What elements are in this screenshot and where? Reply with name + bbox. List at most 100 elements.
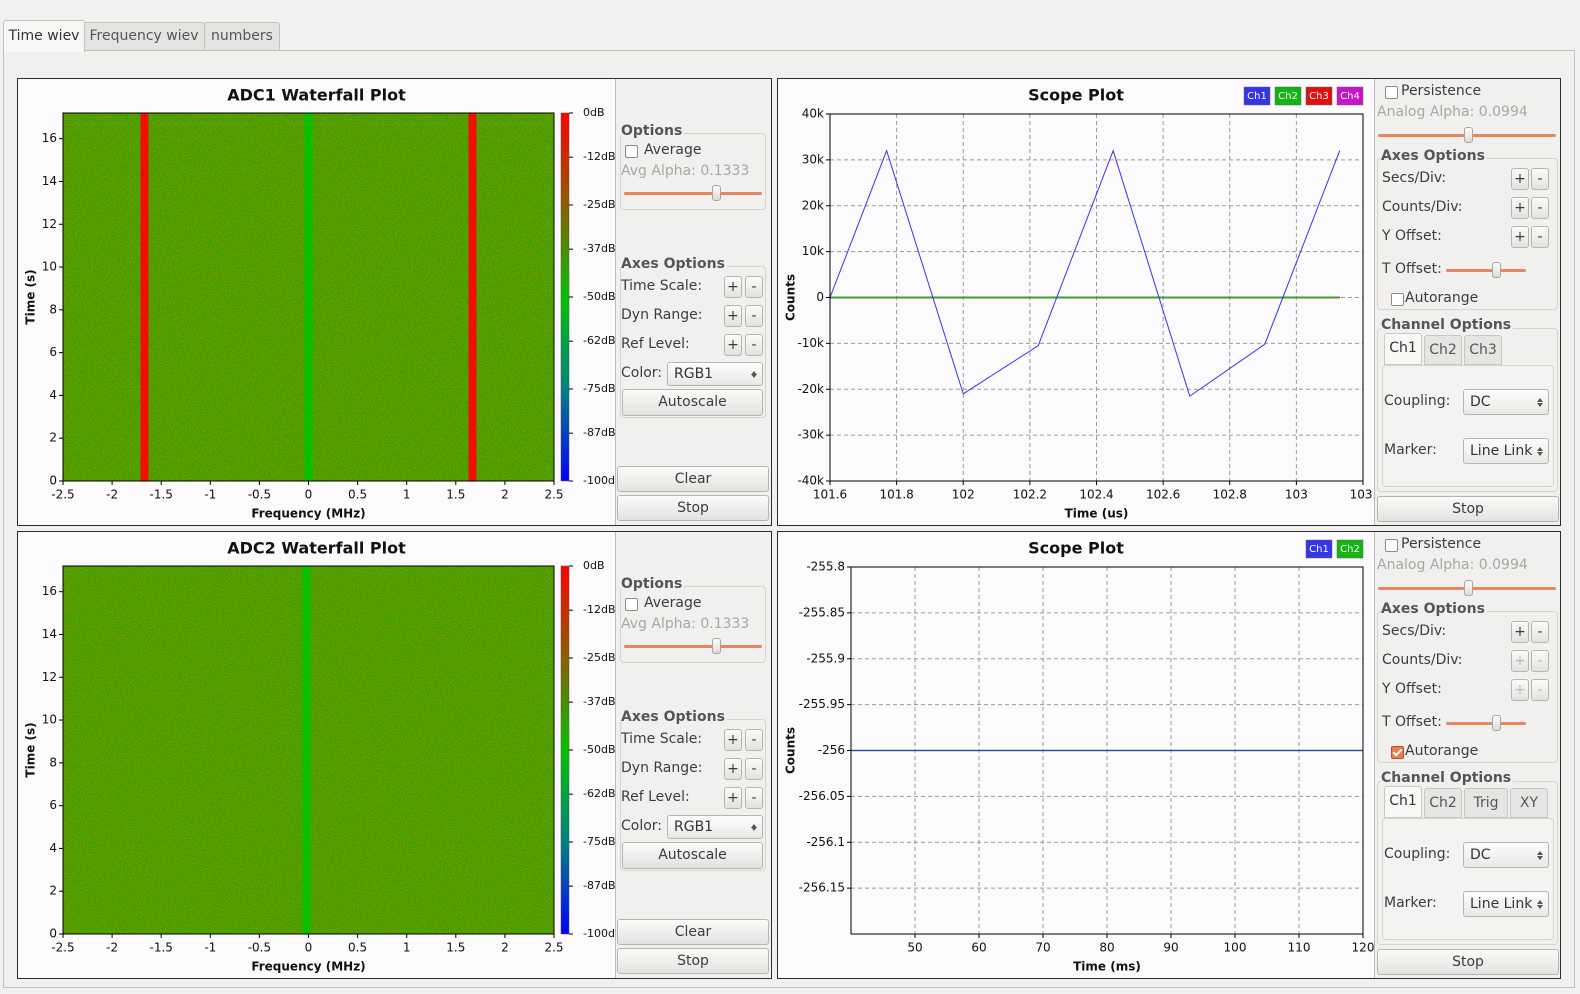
minus-button[interactable]: - xyxy=(745,276,763,298)
plus-button[interactable]: + xyxy=(1511,197,1529,219)
group-title: Axes Options xyxy=(621,256,727,272)
plus-button[interactable]: + xyxy=(724,787,742,809)
checkbox[interactable] xyxy=(625,145,638,158)
channel-tab[interactable]: Ch3 xyxy=(1464,335,1502,365)
checkbox[interactable] xyxy=(1391,293,1404,306)
minus-button[interactable]: - xyxy=(745,305,763,327)
minus-button[interactable]: - xyxy=(745,758,763,780)
channel-tab[interactable]: Ch2 xyxy=(1424,788,1462,818)
minus-button[interactable]: - xyxy=(1531,168,1549,190)
slider-track[interactable] xyxy=(624,645,762,648)
x-tick-label: -1 xyxy=(204,488,216,502)
slider-handle[interactable] xyxy=(1464,127,1473,143)
slider-track[interactable] xyxy=(1446,269,1526,272)
legend-swatch xyxy=(1305,539,1333,559)
minus-button[interactable]: - xyxy=(745,729,763,751)
y-tick-label: -255.8 xyxy=(806,560,845,574)
minus-button[interactable]: - xyxy=(1531,197,1549,219)
row-label: Secs/Div: xyxy=(1382,170,1447,186)
plus-button[interactable]: + xyxy=(724,758,742,780)
slider-handle[interactable] xyxy=(1464,580,1473,596)
legend-entry[interactable]: Ch1 xyxy=(1247,91,1267,102)
legend-entry[interactable]: Ch2 xyxy=(1278,91,1298,102)
coupling-select[interactable]: DC xyxy=(1463,842,1549,868)
autoscale-button[interactable]: Autoscale xyxy=(622,842,763,869)
x-tick-label: 102.4 xyxy=(1079,488,1113,502)
chart-title: Scope Plot xyxy=(1028,86,1124,105)
slider-handle[interactable] xyxy=(712,638,721,654)
tab[interactable]: Frequency wiev xyxy=(83,22,205,50)
plus-button[interactable]: + xyxy=(724,276,742,298)
colorbar-tick-label: -37dB xyxy=(583,242,616,255)
channel-tab[interactable]: Trig xyxy=(1464,788,1508,818)
minus-button[interactable]: - xyxy=(745,787,763,809)
minus-button[interactable]: - xyxy=(1531,679,1549,701)
plus-button[interactable]: + xyxy=(724,305,742,327)
colorbar-tick-label: -25dB xyxy=(583,198,616,211)
slider-handle[interactable] xyxy=(712,185,721,201)
x-tick-label: -2 xyxy=(106,488,118,502)
channel-tab[interactable]: XY xyxy=(1510,788,1548,818)
plus-button[interactable]: + xyxy=(724,334,742,356)
y-tick-label: 10 xyxy=(42,713,57,727)
checkbox-label: Autorange xyxy=(1405,290,1479,306)
checkbox[interactable] xyxy=(1391,746,1404,759)
channel-tab[interactable]: Ch1 xyxy=(1384,786,1422,818)
marker-select[interactable]: Line Link xyxy=(1463,891,1549,917)
legend-entry[interactable]: Ch1 xyxy=(1309,544,1329,555)
checkbox[interactable] xyxy=(1385,539,1398,552)
x-axis-label: Frequency (MHz) xyxy=(251,507,365,521)
legend-entry[interactable]: Ch2 xyxy=(1340,544,1360,555)
coupling-select[interactable]: DC xyxy=(1463,389,1549,415)
legend-entry[interactable]: Ch3 xyxy=(1309,91,1329,102)
legend-swatch xyxy=(1336,539,1364,559)
y-tick-label: -256.15 xyxy=(799,881,845,895)
channel-tab[interactable]: Ch1 xyxy=(1384,333,1422,365)
group-title: Axes Options xyxy=(1381,601,1487,617)
group-title: Channel Options xyxy=(1381,770,1514,786)
row-label: Ref Level: xyxy=(621,789,690,805)
slider-track[interactable] xyxy=(624,192,762,195)
group-title: Options xyxy=(621,576,685,592)
plus-button[interactable]: + xyxy=(724,729,742,751)
plot: ADC1 Waterfall Plot -2.5 -2 -1.5 -1 -0.5 0 0.5 1… xyxy=(18,79,616,525)
color-select[interactable]: RGB1 xyxy=(667,362,763,386)
tab[interactable]: numbers xyxy=(204,22,280,50)
slider-handle[interactable] xyxy=(1492,715,1501,731)
x-tick-label: 70 xyxy=(1035,941,1050,955)
color-select[interactable]: RGB1 xyxy=(667,815,763,839)
channel-tab[interactable]: Ch2 xyxy=(1424,335,1462,365)
checkbox[interactable] xyxy=(625,598,638,611)
y-tick-label: 4 xyxy=(49,388,57,402)
group-title: Options xyxy=(621,123,685,139)
autoscale-button[interactable]: Autoscale xyxy=(622,389,763,416)
stop-button[interactable]: Stop xyxy=(617,948,769,974)
x-tick-label: -0.5 xyxy=(248,941,271,955)
x-tick-label: -0.5 xyxy=(248,488,271,502)
y-tick-label: -255.9 xyxy=(806,651,845,665)
row-label: Color: xyxy=(621,365,663,381)
slider-track[interactable] xyxy=(1446,722,1526,725)
plus-button[interactable]: + xyxy=(1511,679,1529,701)
minus-button[interactable]: - xyxy=(1531,650,1549,672)
checkbox[interactable] xyxy=(1385,86,1398,99)
stop-button[interactable]: Stop xyxy=(617,495,769,521)
tab[interactable]: Time wiev xyxy=(3,20,85,52)
minus-button[interactable]: - xyxy=(745,334,763,356)
slider-handle[interactable] xyxy=(1492,262,1501,278)
colorbar-tick-label: -50dB xyxy=(583,290,616,303)
x-tick-label: 103 xyxy=(1285,488,1308,502)
plus-button[interactable]: + xyxy=(1511,650,1529,672)
clear-button[interactable]: Clear xyxy=(617,919,769,945)
clear-button[interactable]: Clear xyxy=(617,466,769,492)
plus-button[interactable]: + xyxy=(1511,621,1529,643)
colorbar-tick-label: -87dB xyxy=(583,426,616,439)
minus-button[interactable]: - xyxy=(1531,621,1549,643)
stop-button[interactable]: Stop xyxy=(1377,949,1559,975)
plus-button[interactable]: + xyxy=(1511,226,1529,248)
plus-button[interactable]: + xyxy=(1511,168,1529,190)
stop-button[interactable]: Stop xyxy=(1377,496,1559,522)
minus-button[interactable]: - xyxy=(1531,226,1549,248)
marker-select[interactable]: Line Link xyxy=(1463,438,1549,464)
legend-entry[interactable]: Ch4 xyxy=(1340,91,1360,102)
